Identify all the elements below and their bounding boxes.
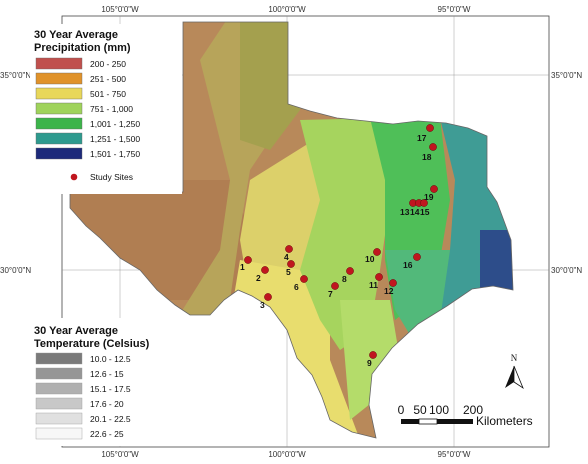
sites-legend-marker <box>70 173 78 181</box>
north-arrow-icon: N <box>505 353 524 390</box>
study-site-label: 9 <box>367 358 372 368</box>
sites-legend-label: Study Sites <box>90 172 133 182</box>
study-site-label: 15 <box>420 207 430 217</box>
study-site-label: 19 <box>424 192 434 202</box>
study-site-label: 8 <box>342 274 347 284</box>
precip-class-label: 1,001 - 1,250 <box>90 119 140 129</box>
study-site-marker <box>430 185 438 193</box>
temp-class-label: 17.6 - 20 <box>90 399 124 409</box>
grat-bottom-105w: 105°0'0"W <box>101 450 139 459</box>
study-site-marker <box>261 266 269 274</box>
temp-class-label: 12.6 - 15 <box>90 369 124 379</box>
grat-left-30n: 30°0'0"N <box>0 266 31 275</box>
study-site-label: 11 <box>369 280 378 290</box>
study-site-label: 18 <box>422 152 432 162</box>
study-site-marker <box>346 267 354 275</box>
study-site-marker <box>287 260 295 268</box>
temp-swatch <box>35 382 83 395</box>
temp-legend-box <box>30 318 180 446</box>
scale-tick-100: 100 <box>429 403 449 417</box>
temp-class-label: 15.1 - 17.5 <box>90 384 131 394</box>
study-site-marker <box>300 275 308 283</box>
grat-top-105w: 105°0'0"W <box>101 5 139 14</box>
temp-legend-subtitle: Temperature (Celsius) <box>34 338 150 350</box>
grat-right-30n: 30°0'0"N <box>551 266 582 275</box>
north-label: N <box>511 353 518 363</box>
study-site-label: 1 <box>240 262 245 272</box>
scale-tick-200: 200 <box>463 403 483 417</box>
precip-class-label: 200 - 250 <box>90 59 126 69</box>
temp-swatch <box>35 427 83 440</box>
study-site-marker <box>389 279 397 287</box>
precip-swatch <box>35 102 83 115</box>
precip-class-label: 1,251 - 1,500 <box>90 134 140 144</box>
precip-swatch <box>35 72 83 85</box>
temp-swatch <box>35 367 83 380</box>
study-site-label: 16 <box>403 260 413 270</box>
grat-bottom-95w: 95°0'0"W <box>438 450 471 459</box>
texas-outline <box>69 21 514 439</box>
grat-top-95w: 95°0'0"W <box>438 5 471 14</box>
study-site-label: 17 <box>417 133 427 143</box>
grat-bottom-100w: 100°0'0"W <box>268 450 306 459</box>
study-site-label: 13 <box>400 207 410 217</box>
study-site-label: 5 <box>286 267 291 277</box>
grat-left-35n: 35°0'0"N <box>0 71 31 80</box>
study-site-marker <box>413 253 421 261</box>
study-site-label: 12 <box>384 286 394 296</box>
study-site-marker <box>375 273 383 281</box>
study-site-marker <box>244 256 252 264</box>
precip-class-label: 1,501 - 1,750 <box>90 149 140 159</box>
study-site-marker <box>373 248 381 256</box>
precip-class-label: 501 - 750 <box>90 89 126 99</box>
temp-class-label: 10.0 - 12.5 <box>90 354 131 364</box>
study-site-label: 3 <box>260 300 265 310</box>
precip-legend-title: 30 Year Average <box>34 29 118 41</box>
scale-tick-0: 0 <box>398 403 405 417</box>
precip-swatch <box>35 57 83 70</box>
temp-class-label: 22.6 - 25 <box>90 429 124 439</box>
study-site-label: 2 <box>256 273 261 283</box>
study-site-label: 7 <box>328 289 333 299</box>
study-site-label: 14 <box>410 207 420 217</box>
grat-top-100w: 100°0'0"W <box>268 5 306 14</box>
study-site-marker <box>264 293 272 301</box>
study-site-marker <box>429 143 437 151</box>
precip-swatch <box>35 87 83 100</box>
study-site-label: 4 <box>284 252 289 262</box>
study-site-label: 6 <box>294 282 299 292</box>
study-site-marker <box>426 124 434 132</box>
temp-swatch <box>35 352 83 365</box>
study-site-label: 10 <box>365 254 375 264</box>
scale-bar: 0 50 100 200 Kilometers <box>398 403 533 428</box>
precip-legend-subtitle: Precipitation (mm) <box>34 42 131 54</box>
study-site-marker <box>331 282 339 290</box>
study-site-marker <box>285 245 293 253</box>
precip-class-label: 251 - 500 <box>90 74 126 84</box>
temp-class-label: 20.1 - 22.5 <box>90 414 131 424</box>
precip-swatch <box>35 117 83 130</box>
precip-swatch <box>35 132 83 145</box>
precip-class-label: 751 - 1,000 <box>90 104 133 114</box>
precip-swatch <box>35 147 83 160</box>
temp-swatch <box>35 397 83 410</box>
temp-swatch <box>35 412 83 425</box>
grat-right-35n: 35°0'0"N <box>551 71 582 80</box>
scale-tick-50: 50 <box>413 403 427 417</box>
study-site-marker <box>420 199 428 207</box>
study-site-marker <box>369 351 377 359</box>
temp-legend-title: 30 Year Average <box>34 325 118 337</box>
scale-unit: Kilometers <box>476 414 533 428</box>
